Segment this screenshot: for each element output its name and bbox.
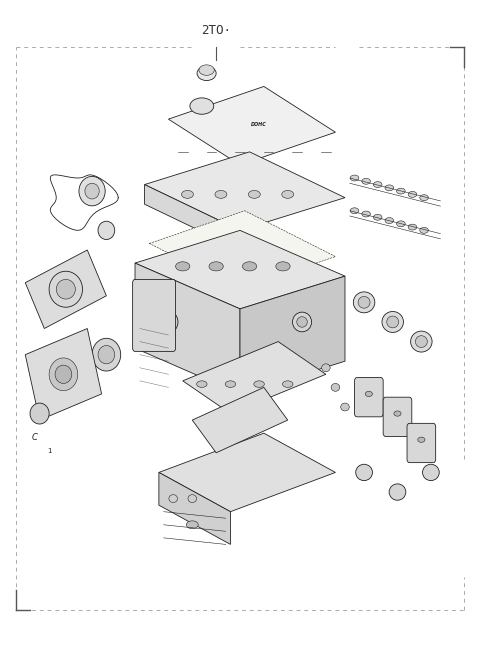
Ellipse shape xyxy=(149,309,178,335)
Ellipse shape xyxy=(350,208,359,214)
Ellipse shape xyxy=(276,261,290,271)
Ellipse shape xyxy=(92,338,120,371)
Polygon shape xyxy=(183,342,326,413)
Ellipse shape xyxy=(420,194,428,200)
Ellipse shape xyxy=(385,185,394,191)
Ellipse shape xyxy=(331,384,340,392)
Ellipse shape xyxy=(410,331,432,352)
Ellipse shape xyxy=(98,221,115,240)
Ellipse shape xyxy=(356,464,372,481)
Ellipse shape xyxy=(387,316,399,328)
Ellipse shape xyxy=(322,364,330,372)
Polygon shape xyxy=(149,211,336,289)
Ellipse shape xyxy=(181,191,193,198)
Ellipse shape xyxy=(209,261,223,271)
Ellipse shape xyxy=(341,403,349,411)
Ellipse shape xyxy=(415,336,427,348)
Ellipse shape xyxy=(49,358,78,391)
Ellipse shape xyxy=(190,98,214,114)
Polygon shape xyxy=(25,328,102,420)
Ellipse shape xyxy=(373,214,382,220)
Ellipse shape xyxy=(176,261,190,271)
Ellipse shape xyxy=(282,191,294,198)
Ellipse shape xyxy=(49,271,83,307)
FancyBboxPatch shape xyxy=(355,378,383,417)
Ellipse shape xyxy=(197,381,207,388)
Ellipse shape xyxy=(382,311,404,332)
Polygon shape xyxy=(25,250,107,328)
Ellipse shape xyxy=(242,261,257,271)
Ellipse shape xyxy=(55,365,72,384)
Ellipse shape xyxy=(362,178,371,184)
Ellipse shape xyxy=(282,381,293,388)
Ellipse shape xyxy=(394,411,401,416)
Polygon shape xyxy=(135,263,240,394)
Ellipse shape xyxy=(422,464,439,481)
FancyBboxPatch shape xyxy=(132,279,176,351)
Ellipse shape xyxy=(169,495,178,503)
Ellipse shape xyxy=(292,312,312,332)
Ellipse shape xyxy=(215,191,227,198)
Ellipse shape xyxy=(362,211,371,217)
Text: DOHC: DOHC xyxy=(251,122,267,127)
Ellipse shape xyxy=(199,65,214,76)
Ellipse shape xyxy=(98,346,115,364)
Ellipse shape xyxy=(85,183,99,199)
Ellipse shape xyxy=(420,227,428,233)
Ellipse shape xyxy=(396,221,405,227)
Ellipse shape xyxy=(254,381,264,388)
Ellipse shape xyxy=(56,279,75,299)
Polygon shape xyxy=(159,472,230,545)
Ellipse shape xyxy=(408,224,417,230)
Ellipse shape xyxy=(30,403,49,424)
Text: C: C xyxy=(32,433,38,442)
Polygon shape xyxy=(192,388,288,453)
Ellipse shape xyxy=(79,176,105,206)
Ellipse shape xyxy=(396,188,405,194)
Polygon shape xyxy=(240,276,345,394)
FancyBboxPatch shape xyxy=(383,397,412,436)
Polygon shape xyxy=(144,185,240,250)
Ellipse shape xyxy=(408,191,417,197)
Ellipse shape xyxy=(197,66,216,81)
Polygon shape xyxy=(159,433,336,512)
Ellipse shape xyxy=(186,521,198,529)
Ellipse shape xyxy=(385,217,394,223)
Text: 2TO·: 2TO· xyxy=(201,24,231,37)
Ellipse shape xyxy=(188,495,197,503)
Polygon shape xyxy=(144,152,345,231)
Polygon shape xyxy=(168,87,336,165)
Ellipse shape xyxy=(353,292,375,313)
Ellipse shape xyxy=(225,381,236,388)
Ellipse shape xyxy=(350,175,359,181)
Ellipse shape xyxy=(248,191,260,198)
Text: 1: 1 xyxy=(47,448,51,454)
Ellipse shape xyxy=(297,317,307,327)
Polygon shape xyxy=(135,231,345,309)
Ellipse shape xyxy=(418,437,425,442)
Ellipse shape xyxy=(373,181,382,187)
Ellipse shape xyxy=(358,296,370,308)
Ellipse shape xyxy=(389,484,406,500)
FancyBboxPatch shape xyxy=(407,423,436,463)
Ellipse shape xyxy=(365,392,372,397)
